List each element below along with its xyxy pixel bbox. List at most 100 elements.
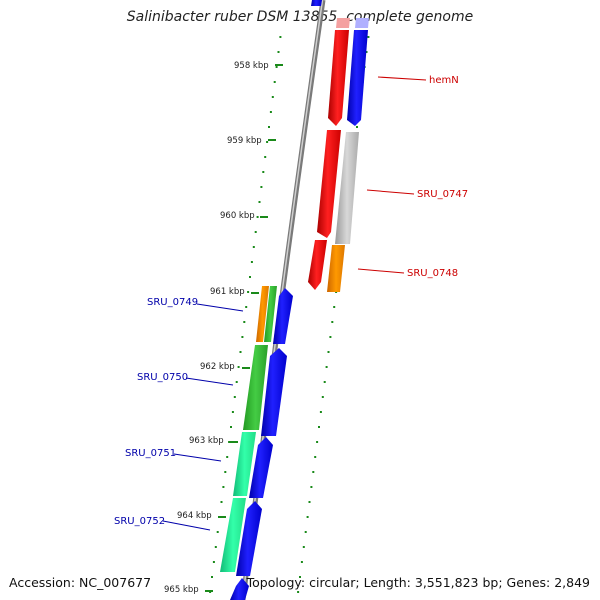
tick-label: 960 kbp xyxy=(220,211,255,221)
tick-dot xyxy=(300,561,303,563)
tick-dot xyxy=(233,396,236,398)
gene-labels: hemN SRU_0747 SRU_0748 SRU_0749 SRU_0750… xyxy=(114,75,468,531)
tick-dot xyxy=(302,546,305,548)
tick-dot xyxy=(243,321,246,323)
tick-dot xyxy=(299,576,301,578)
tick-dot xyxy=(214,546,217,548)
genome-summary: Topology: circular; Length: 3,551,823 bp… xyxy=(246,575,590,590)
tick-dot xyxy=(321,396,324,398)
scale-labels: 958 kbp 959 kbp 960 kbp 961 kbp 962 kbp … xyxy=(164,61,283,595)
gene-block xyxy=(317,130,341,238)
tick-dot xyxy=(367,36,370,38)
reverse-strand-features xyxy=(220,286,293,600)
gene-block xyxy=(273,288,293,344)
tick-dot xyxy=(212,561,215,563)
gene-block xyxy=(230,578,249,600)
tick-dot xyxy=(226,456,229,458)
tick-dot xyxy=(318,426,320,428)
gene-label-sru0749: SRU_0749 xyxy=(147,297,198,308)
gene-block xyxy=(347,30,368,126)
tick-dot xyxy=(325,366,328,368)
tick-dot xyxy=(258,201,261,203)
gene-block xyxy=(264,286,277,342)
tick-dot xyxy=(308,501,311,503)
gene-label-sru0748: SRU_0748 xyxy=(407,268,458,279)
gene-block xyxy=(355,18,369,28)
tick-dot xyxy=(277,51,280,53)
gene-block xyxy=(261,348,287,436)
gene-block xyxy=(336,18,350,28)
gene-label-hemn: hemN xyxy=(429,75,459,86)
tick-label: 959 kbp xyxy=(227,136,262,146)
tick-dot xyxy=(275,66,278,68)
tick-label: 963 kbp xyxy=(189,436,224,446)
gene-label-sru0751: SRU_0751 xyxy=(125,448,176,459)
tick-dot xyxy=(224,471,227,473)
tick-dot xyxy=(319,411,322,413)
tick-dot xyxy=(231,411,234,413)
tick-dot xyxy=(297,591,300,593)
gene-block xyxy=(308,240,327,290)
tick-dot xyxy=(333,306,336,308)
tick-dot xyxy=(271,96,274,98)
tick-dot xyxy=(264,156,267,158)
tick-dot xyxy=(254,231,257,233)
tick-dot xyxy=(247,291,250,293)
tick-dot xyxy=(312,471,315,473)
tick-dot xyxy=(228,441,231,443)
gene-block xyxy=(335,132,359,244)
accession-label: Accession: NC_007677 xyxy=(9,575,152,590)
tick-dot xyxy=(310,486,313,488)
map-title: Salinibacter ruber DSM 13855, complete g… xyxy=(126,9,474,25)
tick-dot xyxy=(211,576,213,578)
gene-label-sru0747: SRU_0747 xyxy=(417,189,468,200)
gene-block xyxy=(327,245,345,292)
gene-block xyxy=(328,30,349,126)
tick-dot xyxy=(216,531,219,533)
tick-dot xyxy=(279,36,282,38)
tick-dot xyxy=(329,336,332,338)
tick-dot xyxy=(323,381,326,383)
gene-block xyxy=(311,0,322,6)
gene-block xyxy=(233,432,256,496)
tick-dot xyxy=(306,516,309,518)
gene-label-sru0750: SRU_0750 xyxy=(137,372,188,383)
tick-dot xyxy=(260,186,263,188)
gene-block xyxy=(236,501,262,576)
tick-dot xyxy=(252,246,255,248)
tick-dot xyxy=(304,531,307,533)
gene-block xyxy=(249,437,273,498)
tick-dot xyxy=(316,441,319,443)
tick-dot xyxy=(327,351,330,353)
tick-dot xyxy=(266,141,269,143)
gene-label-sru0752: SRU_0752 xyxy=(114,516,165,527)
tick-dot xyxy=(314,456,317,458)
gene-block xyxy=(256,286,269,342)
tick-dot xyxy=(365,51,368,53)
tick-dot xyxy=(249,276,251,278)
tick-dot xyxy=(256,216,259,218)
gene-block xyxy=(220,498,246,572)
tick-dot xyxy=(222,486,225,488)
tick-label: 958 kbp xyxy=(234,61,269,71)
tick-dot xyxy=(269,111,272,113)
tick-dot xyxy=(220,501,223,503)
tick-dot xyxy=(241,336,244,338)
tick-dot xyxy=(331,321,334,323)
gene-block xyxy=(243,345,268,430)
tick-dot xyxy=(262,171,265,173)
tick-label: 962 kbp xyxy=(200,362,235,372)
tick-label: 965 kbp xyxy=(164,585,199,595)
tick-dot xyxy=(356,126,358,128)
tick-dot xyxy=(230,426,232,428)
tick-dot xyxy=(239,351,242,353)
forward-strand-features xyxy=(308,0,369,292)
tick-label: 961 kbp xyxy=(210,287,245,297)
tick-dot xyxy=(273,81,276,83)
tick-label: 964 kbp xyxy=(177,511,212,521)
tick-dot xyxy=(235,381,238,383)
tick-dot xyxy=(250,261,253,263)
tick-dot xyxy=(237,366,240,368)
tick-dot xyxy=(245,306,248,308)
